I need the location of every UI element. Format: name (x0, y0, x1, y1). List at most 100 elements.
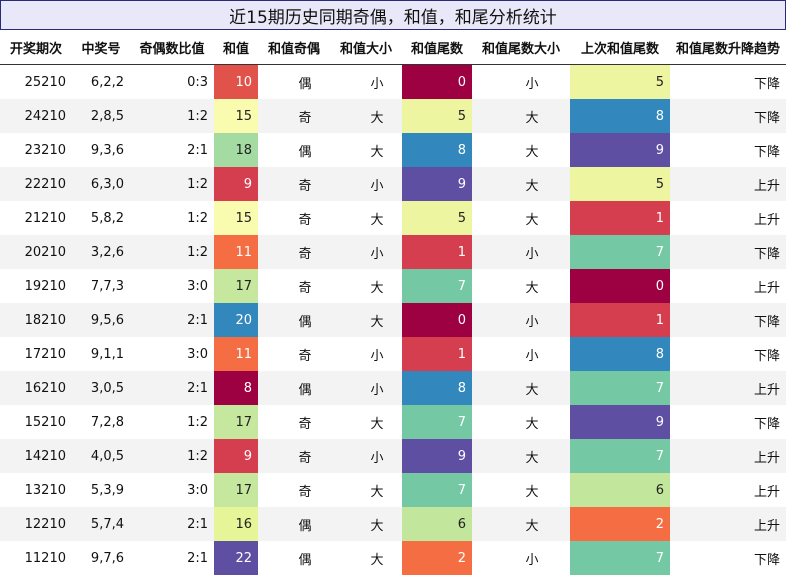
table-row: 24210 2,8,5 1:2 15 奇大 5 大 8 下降 (0, 99, 786, 133)
tail-size-cell: 小 (525, 76, 539, 92)
period-cell: 12210 (0, 507, 72, 541)
trend-cell: 下降 (753, 552, 780, 568)
tail-cell: 6 (402, 507, 472, 541)
size-cell: 大 (330, 303, 402, 337)
header-period: 开奖期次 (0, 30, 72, 65)
tail-cell: 7 (402, 269, 472, 303)
sum-cell: 18 (214, 133, 258, 167)
prev-tail-cell: 7 (570, 439, 670, 473)
numbers-cell: 9,3,6 (90, 142, 124, 158)
size-cell: 大 (370, 416, 384, 432)
table-title: 近15期历史同期奇偶，和值，和尾分析统计 (0, 0, 786, 30)
tail-cell: 9 (402, 439, 472, 473)
size-cell: 小 (370, 76, 384, 92)
tail-cell: 9 (402, 167, 472, 201)
period-cell: 13210 (24, 482, 66, 498)
tail-size-cell: 大 (525, 484, 539, 500)
trend-cell: 上升 (670, 439, 786, 473)
size-cell: 大 (370, 212, 384, 228)
parity-cell: 奇 (298, 212, 312, 228)
trend-cell: 下降 (670, 303, 786, 337)
numbers-cell: 6,2,2 (90, 74, 124, 90)
parity-cell: 奇 (298, 416, 312, 432)
tail-cell: 7 (402, 405, 472, 439)
tail-size-cell: 大 (525, 416, 539, 432)
numbers-cell: 2,8,5 (72, 99, 130, 133)
sum-cell: 16 (214, 507, 258, 541)
period-cell: 25210 (24, 74, 66, 90)
header-prev-tail: 上次和值尾数 (570, 30, 670, 65)
prev-tail-cell: 6 (570, 473, 670, 507)
sum-cell: 17 (214, 405, 258, 439)
table-row: 22210 6,3,0 1:2 9 奇小 9 大 5 上升 (0, 167, 786, 201)
ratio-cell: 2:1 (130, 507, 214, 541)
parity-cell: 偶 (258, 303, 330, 337)
prev-tail-cell: 1 (570, 201, 670, 235)
prev-tail-cell: 1 (570, 303, 670, 337)
ratio-cell: 1:2 (130, 235, 214, 269)
ratio-cell: 2:1 (130, 303, 214, 337)
tail-cell: 5 (402, 201, 472, 235)
size-cell: 小 (330, 235, 402, 269)
size-cell: 大 (370, 484, 384, 500)
prev-tail-cell: 9 (570, 133, 670, 167)
ratio-cell: 3:0 (187, 346, 208, 362)
header-numbers: 中奖号 (72, 30, 130, 65)
prev-tail-cell: 8 (570, 99, 670, 133)
size-cell: 大 (370, 144, 384, 160)
prev-tail-cell: 5 (570, 167, 670, 201)
numbers-cell: 7,7,3 (90, 278, 124, 294)
tail-size-cell: 大 (525, 212, 539, 228)
table-row: 25210 6,2,2 0:3 10 偶 小 0 小 5 下降 (0, 64, 786, 99)
numbers-cell: 9,7,6 (90, 550, 124, 566)
trend-cell: 下降 (753, 416, 780, 432)
trend-cell: 下降 (670, 99, 786, 133)
ratio-cell: 3:0 (187, 482, 208, 498)
size-cell: 大 (370, 280, 384, 296)
tail-size-cell: 大 (472, 167, 570, 201)
numbers-cell: 3,0,5 (72, 371, 130, 405)
header-parity: 和值奇偶 (258, 30, 330, 65)
sum-cell: 15 (214, 99, 258, 133)
tail-cell: 5 (402, 99, 472, 133)
parity-cell: 奇 (298, 484, 312, 500)
sum-cell: 20 (214, 303, 258, 337)
prev-tail-cell: 7 (570, 541, 670, 575)
header-ratio: 奇偶数比值 (130, 30, 214, 65)
parity-cell: 偶 (258, 507, 330, 541)
sum-cell: 8 (214, 371, 258, 405)
period-cell: 14210 (0, 439, 72, 473)
numbers-cell: 7,2,8 (90, 414, 124, 430)
stats-table: 开奖期次 中奖号 奇偶数比值 和值 和值奇偶 和值大小 和值尾数 和值尾数大小 … (0, 30, 786, 575)
table-row: 13210 5,3,9 3:0 17 奇 大 7 大 6 上升 (0, 473, 786, 507)
table-row: 17210 9,1,1 3:0 11 奇 小 1 小 8 下降 (0, 337, 786, 371)
tail-size-cell: 大 (472, 371, 570, 405)
parity-cell: 奇 (258, 99, 330, 133)
header-trend: 和值尾数升降趋势 (670, 30, 786, 65)
size-cell: 大 (370, 552, 384, 568)
sum-cell: 11 (214, 235, 258, 269)
tail-cell: 1 (402, 235, 472, 269)
tail-size-cell: 小 (472, 235, 570, 269)
table-row: 19210 7,7,3 3:0 17 奇 大 7 大 0 上升 (0, 269, 786, 303)
ratio-cell: 1:2 (130, 99, 214, 133)
tail-cell: 7 (402, 473, 472, 507)
parity-cell: 奇 (258, 235, 330, 269)
tail-size-cell: 大 (472, 439, 570, 473)
prev-tail-cell: 7 (570, 235, 670, 269)
period-cell: 15210 (24, 414, 66, 430)
trend-cell: 下降 (753, 144, 780, 160)
prev-tail-cell: 9 (570, 405, 670, 439)
trend-cell: 下降 (753, 76, 780, 92)
numbers-cell: 9,1,1 (90, 346, 124, 362)
period-cell: 24210 (0, 99, 72, 133)
table-row: 20210 3,2,6 1:2 11 奇小 1 小 7 下降 (0, 235, 786, 269)
size-cell: 小 (370, 348, 384, 364)
period-cell: 18210 (0, 303, 72, 337)
trend-cell: 下降 (670, 235, 786, 269)
numbers-cell: 3,2,6 (72, 235, 130, 269)
header-row: 开奖期次 中奖号 奇偶数比值 和值 和值奇偶 和值大小 和值尾数 和值尾数大小 … (0, 30, 786, 65)
table-row: 16210 3,0,5 2:1 8 偶小 8 大 7 上升 (0, 371, 786, 405)
header-tail-size: 和值尾数大小 (472, 30, 570, 65)
numbers-cell: 4,0,5 (72, 439, 130, 473)
